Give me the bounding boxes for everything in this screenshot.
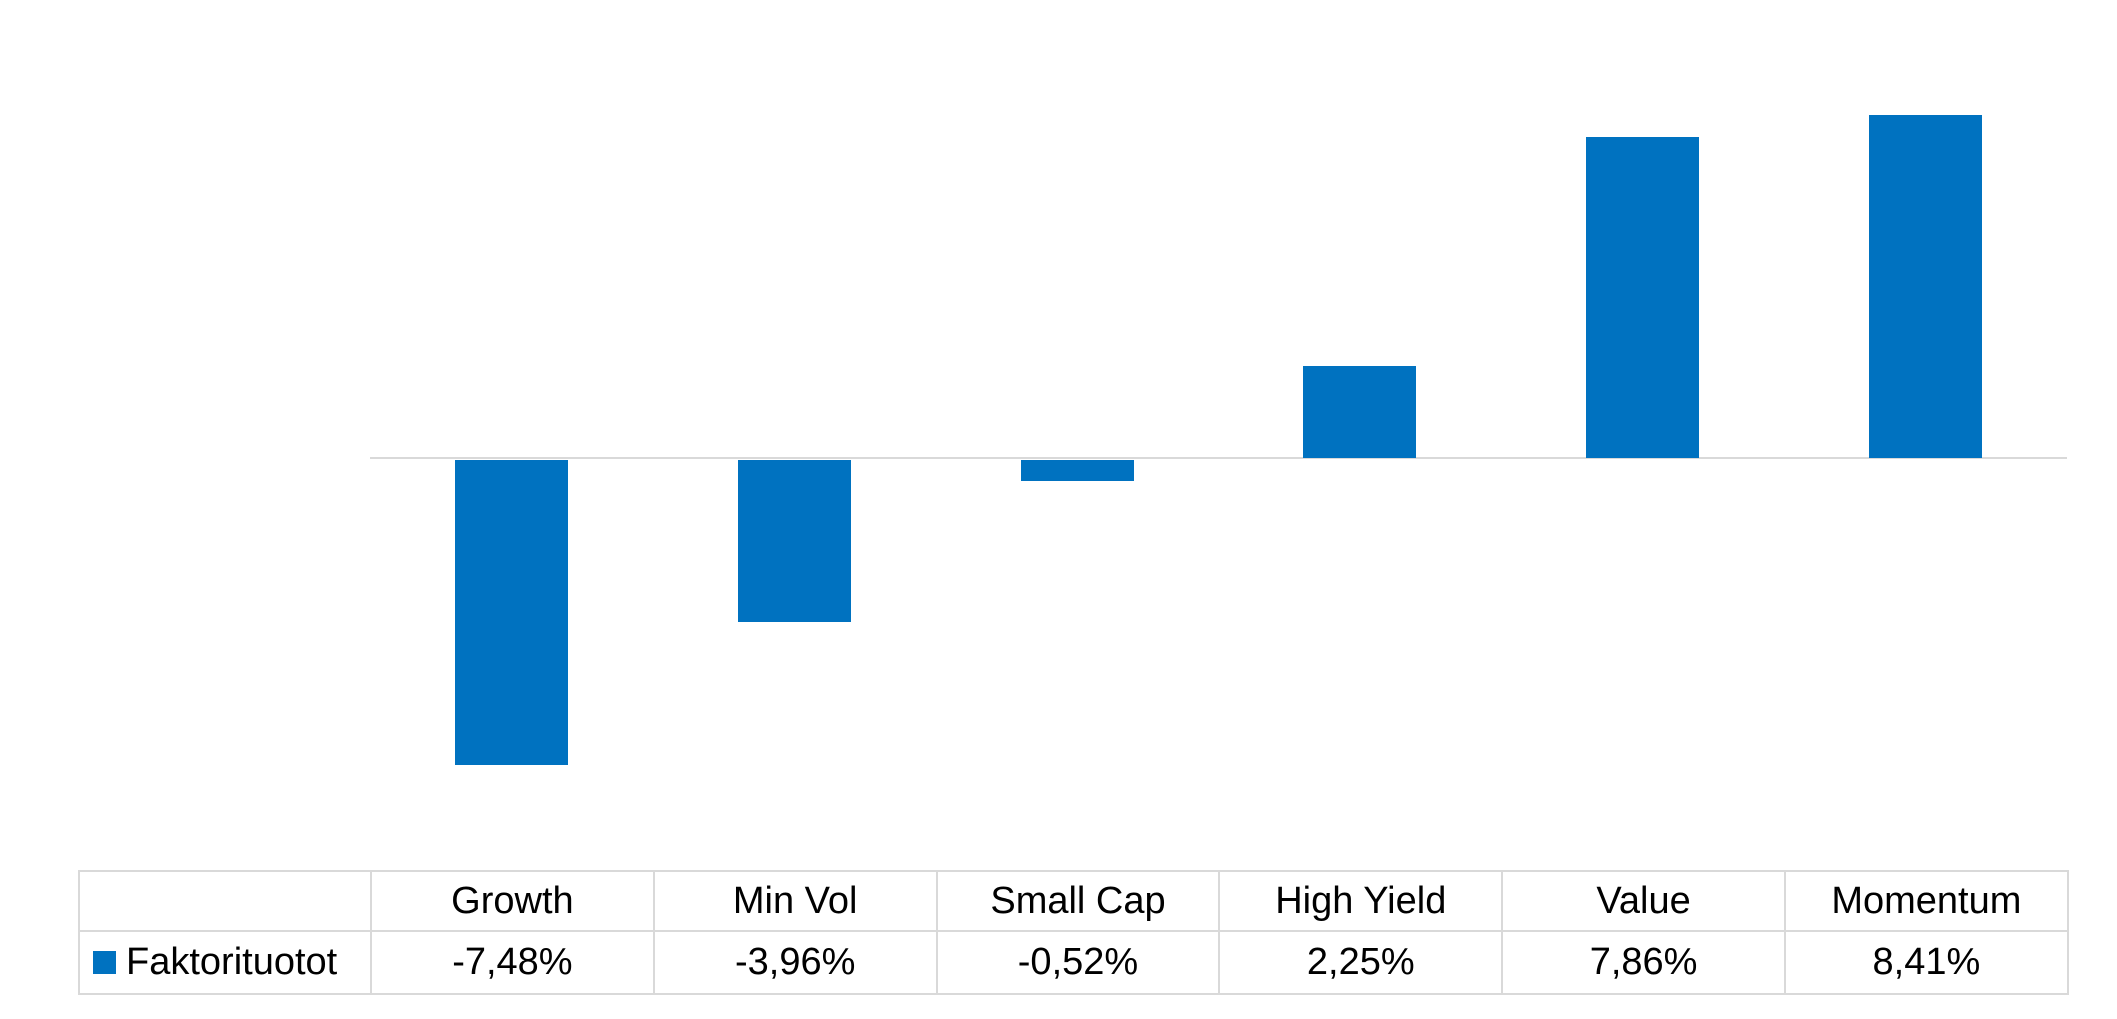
column-header-high-yield: High Yield xyxy=(1218,870,1504,932)
column-header-value: Value xyxy=(1501,870,1786,932)
chart-data-table: Growth Min Vol Small Cap High Yield Valu… xyxy=(78,870,2069,995)
legend-color-swatch xyxy=(93,951,116,974)
table-header-row: Growth Min Vol Small Cap High Yield Valu… xyxy=(78,870,2069,932)
column-header-momentum: Momentum xyxy=(1783,870,2069,932)
value-cell-min-vol: -3,96% xyxy=(652,930,938,995)
value-cell-value: 7,86% xyxy=(1501,930,1786,995)
value-cell-small-cap: -0,52% xyxy=(935,930,1221,995)
bar-small-cap xyxy=(1020,460,1134,482)
value-cell-momentum: 8,41% xyxy=(1783,930,2069,995)
legend-series-label: Faktorituotot xyxy=(126,941,338,983)
column-header-min-vol: Min Vol xyxy=(652,870,938,932)
column-header-small-cap: Small Cap xyxy=(935,870,1221,932)
bar-high-yield xyxy=(1303,366,1417,458)
legend: Faktorituotot xyxy=(81,941,369,984)
value-cell-high-yield: 2,25% xyxy=(1218,930,1504,995)
bar-chart-plot-area xyxy=(370,114,2067,766)
bar-momentum xyxy=(1869,114,1983,458)
bar-value xyxy=(1586,137,1700,458)
table-corner-spacer xyxy=(78,870,372,932)
bar-min-vol xyxy=(737,460,851,622)
column-header-growth: Growth xyxy=(370,870,655,932)
table-value-row: Faktorituotot -7,48% -3,96% -0,52% 2,25%… xyxy=(78,930,2069,995)
legend-cell: Faktorituotot xyxy=(78,930,372,995)
value-cell-growth: -7,48% xyxy=(370,930,655,995)
x-axis-zero-line xyxy=(370,457,2067,459)
bar-growth xyxy=(454,460,568,766)
